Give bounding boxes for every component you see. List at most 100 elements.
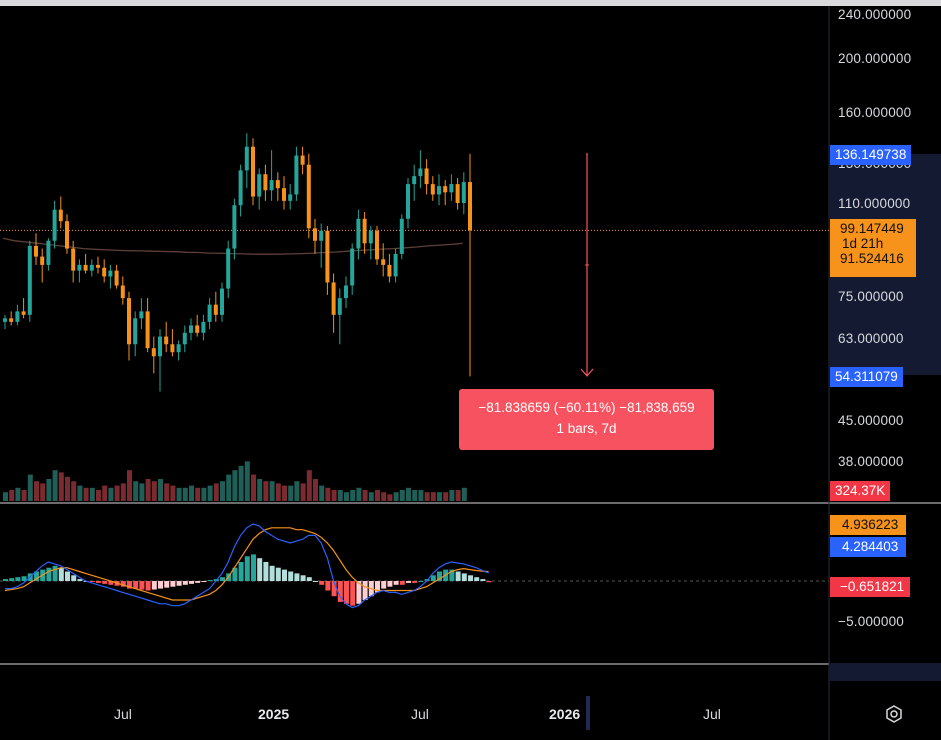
candle-body — [58, 209, 63, 222]
candle-body — [418, 168, 423, 177]
macd-histogram-bar — [288, 571, 294, 581]
macd-histogram-bar — [381, 581, 387, 589]
volume-bar — [3, 492, 8, 501]
candle-body — [182, 332, 187, 345]
macd-histogram-bar — [71, 575, 77, 581]
candle-body — [151, 348, 156, 357]
candle-body — [300, 155, 305, 165]
bar-countdown: 1d 21h — [842, 236, 884, 251]
candle-body — [257, 174, 262, 197]
macd-histogram-bar — [300, 575, 306, 581]
price-axis-tick: 200.000000 — [838, 51, 912, 67]
volume-bar — [34, 481, 39, 501]
macd-histogram-bar — [251, 554, 256, 581]
macd-histogram-bar — [108, 581, 114, 585]
candle-body — [220, 288, 224, 315]
macd-histogram-bar — [170, 581, 176, 587]
volume-bar — [65, 476, 70, 501]
macd-histogram-bar — [313, 581, 318, 582]
macd-histogram-bar — [195, 581, 201, 583]
candle-body — [362, 218, 367, 244]
volume-tag: 324.37K — [830, 481, 891, 501]
volume-bar — [356, 487, 362, 501]
volume-bar — [399, 490, 405, 501]
hexagon-settings-icon[interactable] — [884, 704, 904, 724]
volume-bar — [412, 490, 418, 501]
volume-bar — [176, 487, 182, 501]
top-border — [0, 0, 941, 6]
candle-body — [34, 245, 38, 257]
volume-bar — [195, 487, 201, 501]
price-axis-tick: 110.000000 — [838, 196, 911, 212]
volume-bar — [430, 492, 436, 501]
candle-body — [269, 180, 274, 191]
macd-histogram-bar — [306, 577, 312, 581]
price-axis-tick: 63.000000 — [838, 331, 904, 347]
macd-histogram-bar — [77, 579, 83, 581]
candle-body — [195, 325, 200, 333]
macd-histogram-bar — [275, 567, 281, 581]
macd-histogram-bar — [52, 565, 58, 581]
macd-histogram-bar — [468, 575, 473, 581]
volume-bar — [52, 470, 58, 501]
volume-bar — [120, 483, 126, 501]
volume-bar — [300, 483, 306, 501]
candle-body — [52, 209, 57, 241]
candle-body — [158, 336, 162, 357]
candle-body — [207, 304, 212, 322]
candle-body — [120, 285, 125, 299]
candle-body — [65, 221, 69, 249]
price-axis-tick: 38.000000 — [838, 454, 904, 469]
macd-histogram-bar — [269, 565, 275, 581]
volume-bar — [220, 481, 225, 501]
macd-histogram-bar — [263, 562, 269, 581]
volume-bar — [9, 490, 15, 501]
candle-body — [437, 186, 441, 195]
volume-bar — [251, 474, 256, 501]
volume-bar — [226, 474, 232, 501]
macd-histogram-bar — [430, 575, 436, 581]
macd-histogram-bar — [319, 581, 325, 585]
volume-bar — [325, 487, 331, 501]
volume-bar — [96, 490, 101, 501]
last-price-tag: 99.147449 1d 21h 91.524416 — [830, 219, 916, 277]
volume-bar — [139, 483, 145, 501]
measure-tooltip: −81.838659 (−60.11%) −81,838,659 1 bars,… — [459, 389, 714, 450]
candle-body — [170, 344, 175, 353]
volume-bar — [406, 487, 411, 501]
volume-bar — [275, 483, 281, 501]
volume-bar — [461, 487, 467, 501]
volume-bar — [443, 492, 449, 501]
candle-body — [232, 205, 237, 249]
macd-histogram-bar — [145, 581, 151, 591]
macd-histogram-bar — [393, 581, 399, 585]
macd-histogram-bar — [189, 581, 194, 584]
moving-average-value: 91.524416 — [840, 251, 904, 266]
macd-histogram-bar — [362, 581, 368, 600]
candle-body — [275, 180, 280, 189]
volume-bar — [282, 485, 287, 501]
measure-change: −81.838659 (−60.11%) −81,838,659 — [478, 400, 695, 415]
candle-body — [381, 259, 386, 265]
macd-histogram-bar — [21, 576, 27, 581]
candle-body — [83, 264, 88, 271]
macd-histogram-bar — [437, 571, 442, 581]
candle-body — [89, 264, 94, 271]
x-tick-2025: 2025 — [258, 706, 290, 722]
volume-bar — [114, 485, 120, 501]
volume-bar — [102, 485, 108, 501]
candle-body — [449, 184, 454, 193]
volume-bar — [331, 490, 337, 501]
candle-body — [3, 318, 7, 322]
volume-bar — [127, 470, 132, 501]
volume-bar — [58, 472, 64, 501]
macd-histogram-bar — [412, 581, 418, 583]
macd-histogram-bar — [387, 581, 393, 587]
macd-histogram-bar — [257, 558, 263, 581]
candle-body — [71, 248, 76, 271]
candle-body — [344, 285, 348, 299]
macd-histogram-bar — [120, 581, 126, 587]
candle-body — [331, 282, 336, 315]
